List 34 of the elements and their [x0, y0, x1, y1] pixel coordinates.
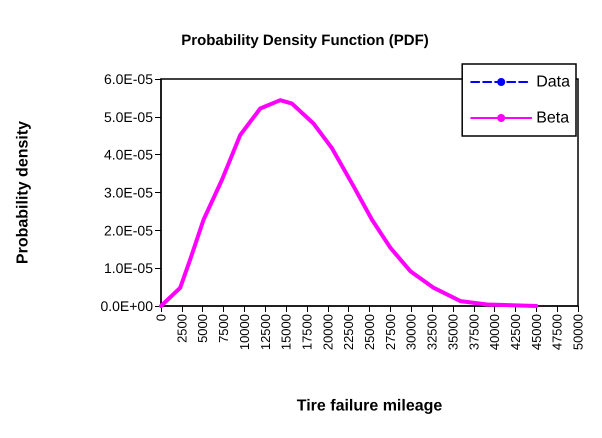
x-tick-label: 15000 [278, 314, 294, 350]
x-axis-title: Tire failure mileage [296, 398, 442, 414]
x-tick-label: 50000 [570, 314, 586, 350]
x-tick-label: 45000 [528, 314, 544, 350]
y-tick-label: 2.0E-05 [104, 222, 154, 238]
x-tick-label: 47500 [550, 314, 565, 350]
y-tick-label: 6.0E-05 [104, 71, 154, 87]
x-tick-label: 0 [154, 314, 168, 322]
y-tick-label: 4.0E-05 [104, 146, 154, 163]
line-series [159, 98, 538, 308]
chart-title: Probability Density Function (PDF) [181, 32, 429, 49]
x-tick-label: 32500 [424, 314, 440, 350]
x-tick-label: 27500 [382, 314, 398, 350]
x-tick-label: 40000 [487, 314, 502, 350]
x-tick-label: 42500 [508, 314, 523, 350]
legend-label: Data [536, 74, 570, 90]
x-tick-label: 17500 [299, 314, 314, 350]
legend-label: Beta [536, 110, 570, 126]
x-tick-label: 25000 [362, 314, 377, 350]
y-tick-label: 3.0E-05 [104, 184, 154, 200]
y-tick-label: 1.0E-05 [104, 260, 154, 276]
x-tick-label: 2500 [174, 314, 190, 343]
x-tick-label: 22500 [341, 314, 356, 350]
y-tick-label: 5.0E-05 [104, 108, 154, 125]
x-tick-label: 35000 [445, 314, 460, 350]
x-tick-label: 5000 [195, 314, 210, 343]
x-tick-label: 7500 [216, 314, 232, 343]
x-tick-label: 30000 [404, 314, 419, 350]
y-tick-label: 0.0E+00 [100, 298, 154, 314]
x-tick-label: 10000 [236, 314, 252, 350]
y-axis-title: Probability density [14, 120, 32, 264]
x-tick-label: 20000 [320, 314, 336, 350]
x-tick-label: 12500 [258, 314, 273, 350]
x-tick-label: 37500 [466, 314, 482, 350]
